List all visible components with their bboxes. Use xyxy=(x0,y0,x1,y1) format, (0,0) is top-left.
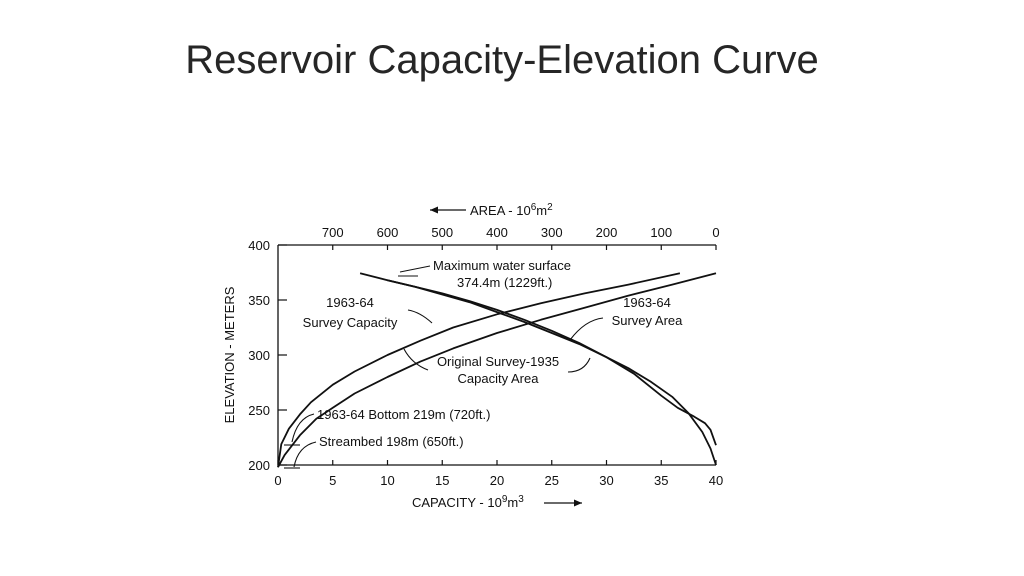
x-bottom-tick-label: 35 xyxy=(654,473,668,488)
y-tick-label: 400 xyxy=(248,238,270,253)
annotation-survey-area-line2: Survey Area xyxy=(612,313,684,328)
area-arrow-head xyxy=(430,206,438,214)
annotation-bottom-1963: 1963-64 Bottom 219m (720ft.) xyxy=(317,407,490,422)
x-bottom-tick-label: 20 xyxy=(490,473,504,488)
x-bottom-tick-label: 5 xyxy=(329,473,336,488)
y-tick-label: 250 xyxy=(248,403,270,418)
x-bottom-tick-label: 25 xyxy=(545,473,559,488)
x-top-tick-label: 200 xyxy=(596,225,618,240)
x-bottom-tick-label: 40 xyxy=(709,473,723,488)
x-bottom-tick-label: 10 xyxy=(380,473,394,488)
slide-title: Reservoir Capacity-Elevation Curve xyxy=(185,38,819,82)
max-water-leader xyxy=(399,265,431,273)
annotation-original-line1: Original Survey-1935 xyxy=(437,354,559,369)
survey-capacity-1963-curve xyxy=(277,272,681,468)
x-top-tick-label: 700 xyxy=(322,225,344,240)
annotation-max-water-line2: 374.4m (1229ft.) xyxy=(457,275,552,290)
annotation-survey-area-line1: 1963-64 xyxy=(623,295,671,310)
x-top-tick-label: 400 xyxy=(486,225,508,240)
capacity-arrow-head xyxy=(574,499,582,507)
y-tick-label: 200 xyxy=(248,458,270,473)
bottom-leader xyxy=(291,413,315,443)
original-capacity-1935-curve xyxy=(277,272,717,468)
x-bottom-tick-label: 30 xyxy=(599,473,613,488)
annotation-original-line2: Capacity Area xyxy=(458,371,540,386)
x-top-tick-label: 0 xyxy=(712,225,719,240)
annotation-max-water-line1: Maximum water surface xyxy=(433,258,571,273)
y-axis-label: ELEVATION - METERS xyxy=(222,286,237,423)
y-tick-label: 350 xyxy=(248,293,270,308)
original-area-1935-curve xyxy=(387,279,717,466)
annotation-streambed: Streambed 198m (650ft.) xyxy=(319,434,464,449)
x-top-tick-label: 100 xyxy=(650,225,672,240)
x-top-tick-label: 300 xyxy=(541,225,563,240)
annotation-survey-capacity-line1: 1963-64 xyxy=(326,295,374,310)
annotation-survey-capacity-line2: Survey Capacity xyxy=(303,315,398,330)
x-top-tick-label: 500 xyxy=(431,225,453,240)
x-top-axis-label: AREA - 106m2 xyxy=(470,202,553,218)
x-bottom-axis-label: CAPACITY - 109m3 xyxy=(412,494,524,510)
original-capacity-leader xyxy=(403,348,429,371)
survey-area-leader xyxy=(569,317,604,341)
x-bottom-tick-label: 15 xyxy=(435,473,449,488)
streambed-leader xyxy=(293,441,317,468)
x-bottom-tick-label: 0 xyxy=(274,473,281,488)
original-area-leader xyxy=(567,357,591,373)
y-tick-label: 300 xyxy=(248,348,270,363)
x-top-tick-label: 600 xyxy=(377,225,399,240)
survey-capacity-leader xyxy=(407,309,433,324)
